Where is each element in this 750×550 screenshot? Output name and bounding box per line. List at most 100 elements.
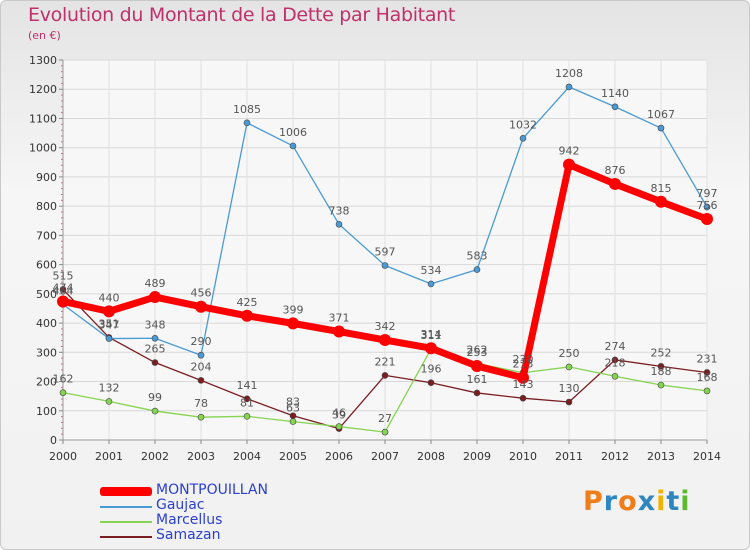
data-label-samazan: 196 [421,363,442,376]
y-tick-label: 1200 [29,83,57,96]
x-tick-label: 2012 [601,450,629,463]
data-label-marcellus: 162 [53,373,74,386]
data-point-marcellus [565,363,573,371]
data-point-marcellus [59,389,67,396]
data-label-montpouillan: 756 [697,199,718,212]
x-tick-label: 2013 [647,450,675,463]
data-point-marcellus [197,413,205,421]
data-point-samazan [59,286,67,293]
y-tick-label: 600 [36,259,57,272]
y-tick-label: 500 [36,288,57,301]
data-point-marcellus [381,428,389,436]
data-label-samazan: 141 [237,379,258,392]
x-tick-label: 2008 [417,450,445,463]
data-point-gaujac [151,334,159,342]
data-label-gaujac: 464 [53,284,74,297]
data-point-samazan [611,356,619,364]
data-point-montpouillan [655,195,667,208]
data-label-marcellus: 27 [378,412,392,425]
x-tick-label: 2002 [141,450,169,463]
data-label-samazan: 265 [145,343,166,356]
data-label-gaujac: 738 [329,204,350,217]
y-tick-label: 900 [36,171,57,184]
data-label-marcellus: 78 [194,397,208,410]
data-point-montpouillan [471,360,483,373]
data-point-montpouillan [287,317,299,330]
data-label-montpouillan: 440 [99,291,120,304]
data-point-samazan [565,398,573,406]
proxiti-logo: Proxiti [583,486,691,517]
data-label-samazan: 252 [651,346,672,359]
legend-swatch [100,506,152,508]
x-tick-label: 2004 [233,450,261,463]
data-point-gaujac [381,262,389,269]
data-label-montpouillan: 371 [329,312,350,325]
y-tick-label: 1000 [29,142,57,155]
data-label-gaujac: 583 [467,250,488,263]
data-label-gaujac: 597 [375,245,396,258]
y-tick-label: 800 [36,200,57,213]
data-point-gaujac [105,335,113,342]
data-label-samazan: 221 [375,355,396,368]
chart-title: Evolution du Montant de la Dette par Hab… [28,4,456,26]
data-point-samazan [473,389,481,397]
x-tick-label: 2010 [509,450,537,463]
data-label-marcellus: 250 [559,347,580,360]
data-label-gaujac: 347 [99,319,120,332]
data-label-marcellus: 81 [240,396,254,409]
data-point-gaujac [197,351,205,359]
data-label-samazan: 161 [467,373,488,386]
data-point-gaujac [243,119,251,127]
x-tick-label: 2007 [371,450,399,463]
data-label-gaujac: 1140 [601,87,629,100]
data-label-gaujac: 534 [421,264,442,277]
legend-swatch [100,487,152,496]
data-point-marcellus [703,387,711,395]
data-point-montpouillan [701,213,713,226]
x-tick-label: 2011 [555,450,583,463]
x-tick-label: 2001 [95,450,123,463]
data-label-montpouillan: 474 [53,281,74,294]
data-label-montpouillan: 942 [559,145,580,158]
y-tick-label: 200 [36,376,57,389]
data-point-montpouillan [195,300,207,313]
data-label-montpouillan: 314 [421,328,442,341]
data-label-montpouillan: 253 [467,346,488,359]
y-tick-label: 300 [36,346,57,359]
data-label-samazan: 204 [191,360,212,373]
x-tick-label: 2005 [279,450,307,463]
data-point-montpouillan [241,309,253,322]
data-label-montpouillan: 876 [605,164,626,177]
data-point-samazan [151,359,159,366]
logo-letter: i [656,486,667,517]
data-point-samazan [243,395,251,403]
logo-letter: t [666,486,681,517]
data-point-marcellus [657,381,665,389]
data-point-montpouillan [103,305,115,318]
data-point-samazan [519,394,527,402]
y-tick-label: 100 [36,405,57,418]
data-label-samazan: 143 [513,378,534,391]
logo-letter: x [637,486,657,517]
data-point-marcellus [611,372,619,380]
data-label-montpouillan: 342 [375,320,396,333]
y-tick-label: 700 [36,229,57,242]
legend-label: Marcellus [156,512,223,528]
data-label-montpouillan: 489 [145,277,166,290]
logo-letter: P [583,486,604,517]
data-label-gaujac: 1006 [279,126,307,139]
data-label-samazan: 39 [332,409,346,422]
data-label-marcellus: 99 [148,391,162,404]
data-label-marcellus: 132 [99,381,120,394]
data-point-montpouillan [57,295,69,308]
data-point-montpouillan [333,325,345,338]
data-label-montpouillan: 213 [513,358,534,371]
x-tick-label: 2003 [187,450,215,463]
data-point-marcellus [289,418,297,425]
logo-letter: i [680,486,691,517]
data-point-samazan [703,369,711,376]
data-label-gaujac: 1067 [647,108,675,121]
data-label-montpouillan: 399 [283,303,304,316]
data-point-marcellus [243,413,251,420]
